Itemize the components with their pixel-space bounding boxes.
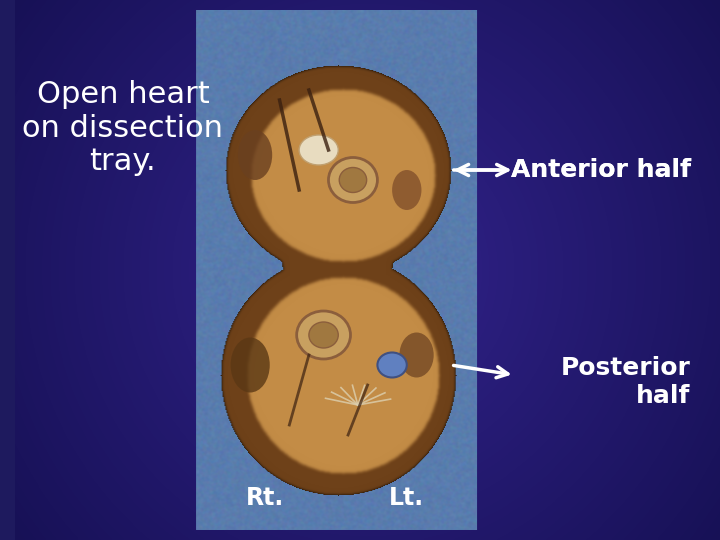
Ellipse shape (392, 170, 421, 210)
Text: Anterior half: Anterior half (510, 158, 690, 182)
Ellipse shape (328, 158, 377, 202)
Ellipse shape (299, 135, 338, 165)
Ellipse shape (309, 322, 338, 348)
Ellipse shape (339, 167, 366, 192)
Text: Anterior half: Anterior half (457, 158, 690, 182)
Text: Posterior
half: Posterior half (561, 356, 690, 408)
Ellipse shape (297, 311, 351, 359)
Ellipse shape (377, 353, 407, 377)
Text: Open heart
on dissection
tray.: Open heart on dissection tray. (22, 80, 223, 176)
Ellipse shape (400, 333, 433, 377)
Text: Rt.: Rt. (246, 486, 284, 510)
Ellipse shape (238, 130, 272, 180)
Ellipse shape (230, 338, 270, 393)
Text: Lt.: Lt. (390, 486, 424, 510)
